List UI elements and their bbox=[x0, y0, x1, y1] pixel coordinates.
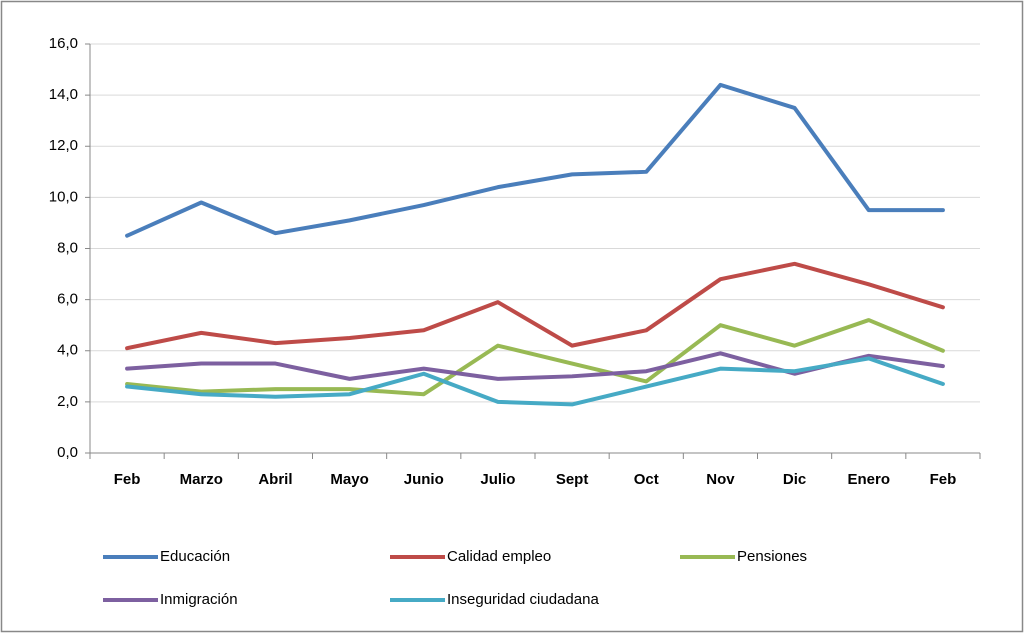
y-tick-label: 0,0 bbox=[57, 444, 78, 461]
y-tick-label: 6,0 bbox=[57, 291, 78, 308]
y-tick-label: 2,0 bbox=[57, 393, 78, 410]
x-tick-label: Julio bbox=[480, 471, 515, 488]
x-tick-label: Abril bbox=[258, 471, 292, 488]
x-tick-label: Mayo bbox=[330, 471, 368, 488]
y-tick-label: 8,0 bbox=[57, 239, 78, 256]
x-tick-label: Dic bbox=[783, 471, 806, 488]
x-tick-label: Feb bbox=[930, 471, 957, 488]
legend-label: Educación bbox=[160, 548, 230, 565]
x-tick-label: Marzo bbox=[180, 471, 223, 488]
series-line bbox=[125, 356, 945, 407]
y-tick-label: 12,0 bbox=[49, 137, 78, 154]
y-tick-label: 10,0 bbox=[49, 188, 78, 205]
x-tick-label: Enero bbox=[847, 471, 890, 488]
x-tick-label: Junio bbox=[404, 471, 444, 488]
x-tick-label: Nov bbox=[706, 471, 735, 488]
series-line bbox=[125, 261, 945, 351]
x-tick-label: Oct bbox=[634, 471, 659, 488]
y-tick-label: 16,0 bbox=[49, 35, 78, 52]
y-tick-label: 4,0 bbox=[57, 342, 78, 359]
legend-label: Pensiones bbox=[737, 548, 807, 565]
legend-label: Inseguridad ciudadana bbox=[447, 591, 599, 608]
x-tick-label: Sept bbox=[556, 471, 589, 488]
series-line bbox=[125, 318, 945, 397]
x-tick-label: Feb bbox=[114, 471, 141, 488]
y-tick-label: 14,0 bbox=[49, 86, 78, 103]
series-line bbox=[125, 82, 945, 238]
legend-label: Calidad empleo bbox=[447, 548, 551, 565]
legend-label: Inmigración bbox=[160, 591, 238, 608]
